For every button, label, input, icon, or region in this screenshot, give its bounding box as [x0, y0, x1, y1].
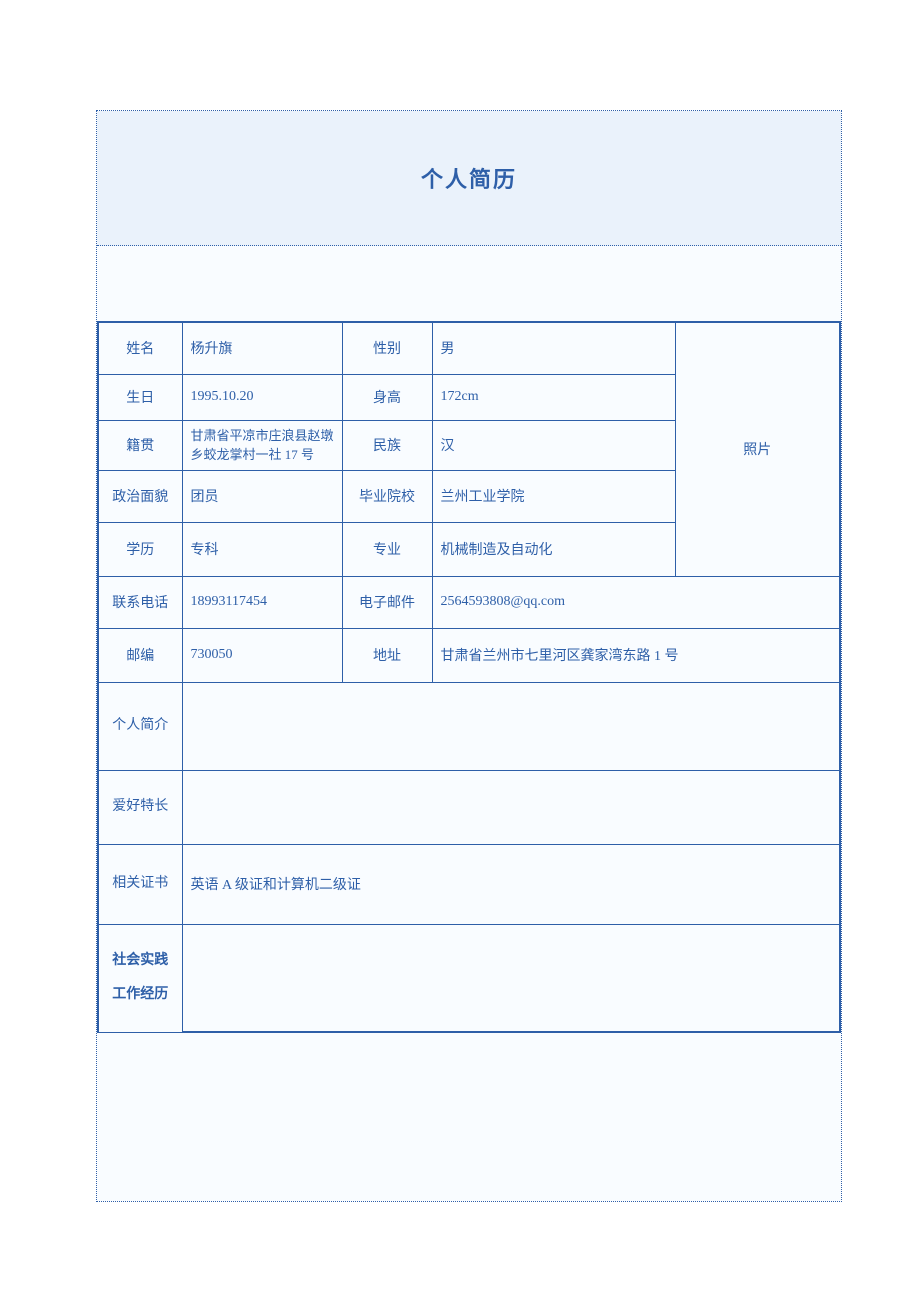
label-gender: 性别 — [342, 322, 432, 374]
label-education: 学历 — [98, 522, 182, 576]
value-native-place: 甘肃省平凉市庄浪县赵墩乡蛟龙掌村一社 17 号 — [182, 420, 342, 470]
label-major: 专业 — [342, 522, 432, 576]
value-political: 团员 — [182, 470, 342, 522]
label-address: 地址 — [342, 628, 432, 682]
value-hobby — [182, 770, 840, 844]
label-phone: 联系电话 — [98, 576, 182, 628]
resume-title: 个人简历 — [421, 162, 517, 194]
value-birthday: 1995.10.20 — [182, 374, 342, 420]
value-education: 专科 — [182, 522, 342, 576]
value-gender: 男 — [432, 322, 675, 374]
value-name: 杨升旗 — [182, 322, 342, 374]
label-experience-line1: 社会实践 — [107, 944, 174, 978]
photo-placeholder: 照片 — [675, 322, 840, 576]
bottom-spacer — [97, 1033, 841, 1201]
label-email: 电子邮件 — [342, 576, 432, 628]
value-certificates: 英语 A 级证和计算机二级证 — [182, 844, 840, 924]
title-section: 个人简历 — [97, 111, 841, 246]
resume-table: 姓名 杨升旗 性别 男 照片 生日 1995.10.20 身高 172cm 籍贯… — [97, 321, 841, 1033]
label-hobby: 爱好特长 — [98, 770, 182, 844]
label-school: 毕业院校 — [342, 470, 432, 522]
label-experience: 社会实践 工作经历 — [98, 924, 182, 1032]
label-profile: 个人简介 — [98, 682, 182, 770]
value-major: 机械制造及自动化 — [432, 522, 675, 576]
value-postcode: 730050 — [182, 628, 342, 682]
label-name: 姓名 — [98, 322, 182, 374]
body-section: 姓名 杨升旗 性别 男 照片 生日 1995.10.20 身高 172cm 籍贯… — [97, 246, 841, 1201]
value-experience — [182, 924, 840, 1032]
value-profile — [182, 682, 840, 770]
value-address: 甘肃省兰州市七里河区龚家湾东路 1 号 — [432, 628, 840, 682]
label-height: 身高 — [342, 374, 432, 420]
label-birthday: 生日 — [98, 374, 182, 420]
value-ethnicity: 汉 — [432, 420, 675, 470]
label-certificates: 相关证书 — [98, 844, 182, 924]
label-political: 政治面貌 — [98, 470, 182, 522]
label-native-place: 籍贯 — [98, 420, 182, 470]
value-school: 兰州工业学院 — [432, 470, 675, 522]
label-postcode: 邮编 — [98, 628, 182, 682]
value-email: 2564593808@qq.com — [432, 576, 840, 628]
value-height: 172cm — [432, 374, 675, 420]
resume-container: 个人简历 姓名 杨升旗 性别 男 照片 生日 1995.10.20 身高 172… — [96, 110, 842, 1202]
label-experience-line2: 工作经历 — [107, 978, 174, 1012]
value-phone: 18993117454 — [182, 576, 342, 628]
label-ethnicity: 民族 — [342, 420, 432, 470]
